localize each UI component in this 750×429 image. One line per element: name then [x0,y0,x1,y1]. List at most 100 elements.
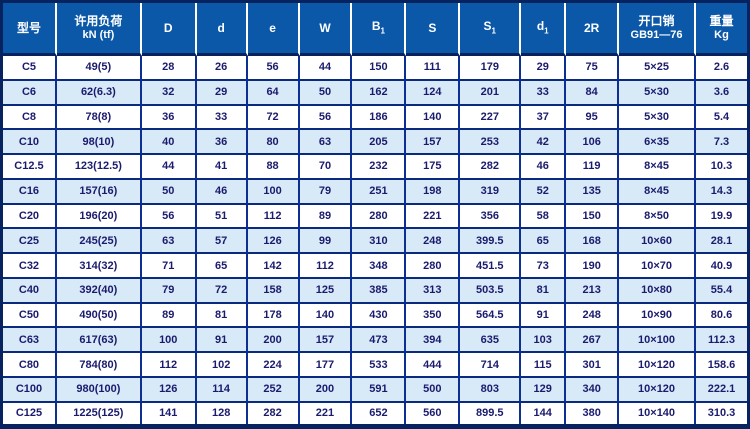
column-label-line2: GB91—76 [630,28,683,41]
column-header-weight: 重量 Kg [696,3,747,56]
cell-d1: 144 [521,402,567,424]
cell-pin: 6×35 [619,130,696,156]
cell-load: 62(6.3) [56,80,142,106]
model-cell: C12.5 [3,155,57,180]
cell-load: 157(16) [56,179,142,205]
cell-2R: 84 [566,80,620,106]
cell-e: 88 [247,155,300,180]
cell-pin: 8×45 [619,155,696,180]
cell-pin: 10×120 [619,353,696,378]
cell-B1: 430 [352,303,407,329]
cell-weight: 112.3 [696,328,747,354]
cell-S: 157 [406,130,461,156]
cell-D: 100 [141,328,197,354]
cell-S1: 803 [460,377,522,403]
table-row-C10: C10 98(10) 40 36 80 63 205 157 253 42 106 6×35 7.3 [3,130,747,156]
cell-B1: 473 [352,328,407,354]
cell-S1: 319 [460,179,522,205]
cell-B1: 205 [352,130,407,156]
column-label: W [319,20,331,35]
cell-W: 56 [299,105,353,131]
cell-S: 313 [406,278,461,304]
cell-d: 57 [196,229,248,255]
table-row-C12.5: C12.5 123(12.5) 44 41 88 70 232 175 282 46 119 8×45… [3,155,747,180]
cell-weight: 40.9 [696,254,747,279]
model-cell: C80 [3,353,57,378]
cell-D: 89 [141,303,197,329]
cell-pin: 5×25 [619,56,696,81]
table-row-C32: C32 314(32) 71 65 142 112 348 280 451.5 73 190 10×7… [3,254,747,279]
column-label: d [217,20,225,35]
column-label-line2: kN (tf) [82,28,115,41]
cell-e: 282 [247,402,300,424]
table-row-C25: C25 245(25) 63 57 126 99 310 248 399.5 65 168 10×60… [3,229,747,255]
cell-W: 221 [299,402,353,424]
cell-pin: 10×70 [619,254,696,279]
column-label-subscript: 1 [544,26,549,36]
cell-d: 91 [196,328,248,354]
cell-load: 490(50) [56,303,142,329]
cell-load: 98(10) [56,130,142,156]
cell-B1: 652 [352,402,407,424]
cell-weight: 2.6 [696,56,747,81]
column-label: 开口销 [638,13,675,28]
cell-W: 125 [299,278,353,304]
cell-B1: 591 [352,377,407,403]
cell-B1: 150 [352,56,407,81]
cell-pin: 8×45 [619,179,696,205]
cell-e: 142 [247,254,300,279]
cell-e: 200 [247,328,300,354]
cell-D: 44 [141,155,197,180]
cell-d: 102 [196,353,248,378]
cell-W: 112 [299,254,353,279]
cell-d: 81 [196,303,248,329]
table-row-C40: C40 392(40) 79 72 158 125 385 313 503.5 81 213 10×8… [3,278,747,304]
cell-weight: 28.1 [696,229,747,255]
cell-d1: 129 [521,377,567,403]
cell-weight: 55.4 [696,278,747,304]
cell-pin: 10×120 [619,377,696,403]
column-label: S1 [483,19,496,36]
cell-W: 79 [299,179,353,205]
cell-2R: 190 [566,254,620,279]
cell-2R: 380 [566,402,620,424]
cell-S: 175 [406,155,461,180]
table-row-C6: C6 62(6.3) 32 29 64 50 162 124 201 33 84 5×30 3.6 [3,80,747,106]
table-body: C5 49(5) 28 26 56 44 150 111 179 29 75 5×25 2.6 C6 62(… [3,56,747,424]
cell-D: 112 [141,353,197,378]
cell-d1: 52 [521,179,567,205]
cell-S1: 282 [460,155,522,180]
cell-D: 56 [141,204,197,230]
cell-e: 112 [247,204,300,230]
cell-e: 178 [247,303,300,329]
column-label: B1 [371,19,385,36]
cell-d1: 73 [521,254,567,279]
cell-e: 126 [247,229,300,255]
cell-d: 29 [196,80,248,106]
cell-S1: 451.5 [460,254,522,279]
model-cell: C125 [3,402,57,424]
column-label: D [163,20,173,35]
cell-d1: 103 [521,328,567,354]
cell-D: 50 [141,179,197,205]
table-row-C80: C80 784(80) 112 102 224 177 533 444 714 115 301 10×… [3,353,747,378]
model-cell: C32 [3,254,57,279]
model-cell: C25 [3,229,57,255]
cell-weight: 80.6 [696,303,747,329]
model-cell: C40 [3,278,57,304]
cell-d: 41 [196,155,248,180]
cell-load: 78(8) [56,105,142,131]
cell-e: 56 [247,56,300,81]
table-row-C50: C50 490(50) 89 81 178 140 430 350 564.5 91 248 10×9… [3,303,747,329]
cell-W: 177 [299,353,353,378]
cell-d: 36 [196,130,248,156]
cell-e: 72 [247,105,300,131]
cell-weight: 222.1 [696,377,747,403]
cell-S1: 356 [460,204,522,230]
cell-S1: 635 [460,328,522,354]
cell-B1: 348 [352,254,407,279]
model-cell: C50 [3,303,57,329]
